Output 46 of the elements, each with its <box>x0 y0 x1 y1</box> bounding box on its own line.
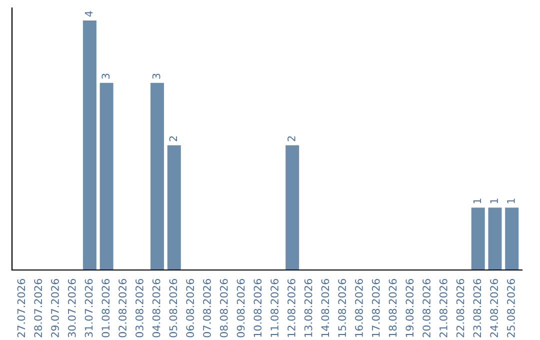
x-tick-label: 01.08.2026 <box>102 278 110 338</box>
x-tick-label: 17.08.2026 <box>372 278 380 337</box>
x-tick-label: 29.07.2026 <box>51 278 59 338</box>
x-tick-label: 09.08.2026 <box>236 278 245 338</box>
x-tick-label: 28.07.2026 <box>34 278 42 338</box>
data-label: 3 <box>152 74 160 79</box>
bar <box>488 208 502 270</box>
bar <box>100 82 114 270</box>
x-tick-label: 10.08.2026 <box>254 278 262 337</box>
data-label: 1 <box>490 198 498 204</box>
x-tick-label: 27.07.2026 <box>17 278 26 338</box>
x-tick-label: 30.07.2026 <box>68 278 76 338</box>
x-tick-label: 25.08.2026 <box>507 278 515 338</box>
x-tick-label: 13.08.2026 <box>304 278 312 337</box>
x-tick-label: 04.08.2026 <box>152 278 160 338</box>
bar <box>150 82 164 270</box>
x-tick-label: 31.07.2026 <box>84 278 93 338</box>
x-tick-label: 14.08.2026 <box>321 278 330 337</box>
x-tick-label: 11.08.2026 <box>270 278 278 337</box>
x-tick-label: 20.08.2026 <box>422 278 430 338</box>
x-tick-label: 22.08.2026 <box>456 278 464 338</box>
bar <box>82 20 96 270</box>
x-tick-label: 06.08.2026 <box>186 278 194 338</box>
data-label: 1 <box>473 198 481 204</box>
x-tick-label: 08.08.2026 <box>220 278 228 338</box>
x-tick-label: 19.08.2026 <box>406 278 414 337</box>
x-tick-label: 21.08.2026 <box>439 278 448 338</box>
x-tick-label: 02.08.2026 <box>118 278 126 338</box>
x-tick-label: 23.08.2026 <box>473 278 482 338</box>
x-tick-label: 03.08.2026 <box>135 278 144 338</box>
bar <box>286 145 300 270</box>
x-tick-label: 18.08.2026 <box>388 278 397 337</box>
x-tick-label: 05.08.2026 <box>169 278 178 338</box>
data-label: 3 <box>102 74 110 79</box>
bar <box>471 208 485 270</box>
x-tick-label: 16.08.2026 <box>355 278 363 337</box>
x-tick-label: 15.08.2026 <box>338 278 346 337</box>
bar <box>505 208 519 270</box>
x-tick-label: 07.08.2026 <box>203 278 211 338</box>
data-label: 1 <box>507 198 515 204</box>
bar <box>167 145 181 270</box>
x-tick-label: 24.08.2026 <box>490 278 498 338</box>
x-tick-label: 12.08.2026 <box>287 278 296 337</box>
data-label: 2 <box>169 136 177 142</box>
data-label: 4 <box>84 11 93 17</box>
data-label: 2 <box>287 136 296 142</box>
